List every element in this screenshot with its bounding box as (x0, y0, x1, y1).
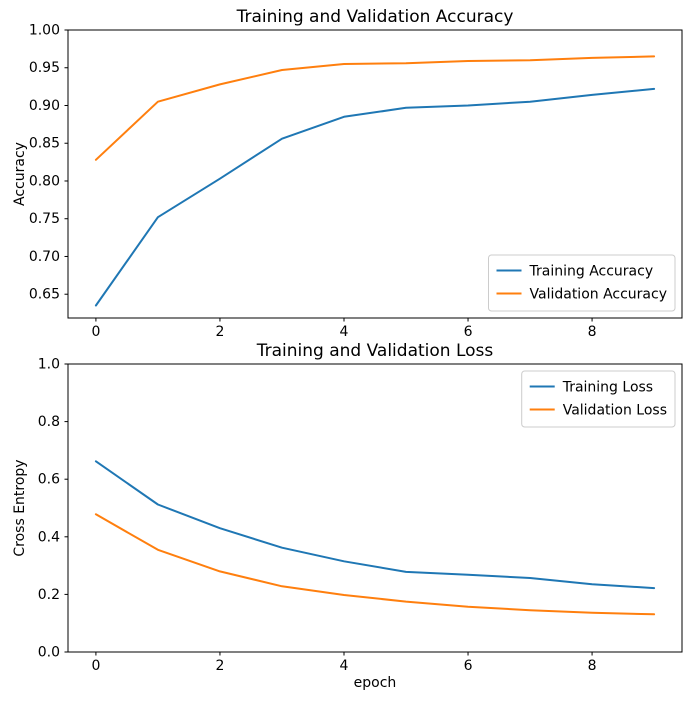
y-tick-label: 0.85 (29, 136, 60, 152)
x-tick-label: 0 (91, 324, 100, 340)
legend-label-training-accuracy: Training Accuracy (529, 264, 654, 280)
legend-box (488, 254, 676, 312)
y-tick-label: 0.65 (29, 287, 60, 303)
line-training-accuracy (94, 87, 656, 307)
x-tick-label: 4 (340, 658, 349, 674)
y-tick-label: 0.4 (38, 529, 60, 545)
y-tick-label: 0.6 (38, 472, 60, 488)
x-tick-label: 2 (215, 324, 224, 340)
loss-y-axis-label: Cross Entropy (12, 459, 28, 557)
line-training-loss (94, 460, 656, 590)
legend-label-training-loss: Training Loss (562, 380, 653, 396)
x-tick-label: 6 (464, 324, 473, 340)
y-tick-label: 1.00 (29, 23, 60, 39)
y-tick-label: 0.70 (29, 249, 60, 265)
loss-chart-title: Training and Validation Loss (256, 341, 494, 361)
x-tick-label: 8 (588, 324, 597, 340)
y-tick-label: 0.8 (38, 414, 60, 430)
y-tick-label: 0.95 (29, 60, 60, 76)
y-tick-label: 0.2 (38, 587, 60, 603)
x-tick-label: 2 (215, 658, 224, 674)
accuracy-chart-title: Training and Validation Accuracy (236, 7, 514, 27)
legend-label-validation-accuracy: Validation Accuracy (530, 287, 668, 303)
y-tick-label: 0.75 (29, 211, 60, 227)
x-tick-label: 8 (588, 658, 597, 674)
legend-box (521, 370, 676, 428)
line-validation-loss (94, 513, 656, 616)
x-tick-label: 4 (340, 324, 349, 340)
axes-frame (67, 29, 683, 319)
x-tick-label: 6 (464, 658, 473, 674)
y-tick-label: 0.90 (29, 98, 60, 114)
subplot-training-and-validation-loss: 0 2 4 6 8 0.0 0.2 0.4 0.6 0.8 1.0 Training Loss Vali… (38, 357, 683, 674)
axes-frame (67, 363, 683, 653)
y-tick-label: 0.80 (29, 173, 60, 189)
x-tick-label: 0 (91, 658, 100, 674)
y-tick-label: 0.0 (38, 645, 60, 661)
x-axis-label: epoch (353, 675, 397, 691)
subplot-training-and-validation-accuracy: 0 2 4 6 8 0.65 0.70 0.75 0.80 0.85 0.90 0.95 1.00 Tra… (29, 23, 683, 340)
legend-label-validation-loss: Validation Loss (563, 403, 667, 419)
line-validation-accuracy (94, 55, 656, 161)
accuracy-y-axis-label: Accuracy (12, 142, 28, 206)
y-tick-label: 1.0 (38, 357, 60, 373)
